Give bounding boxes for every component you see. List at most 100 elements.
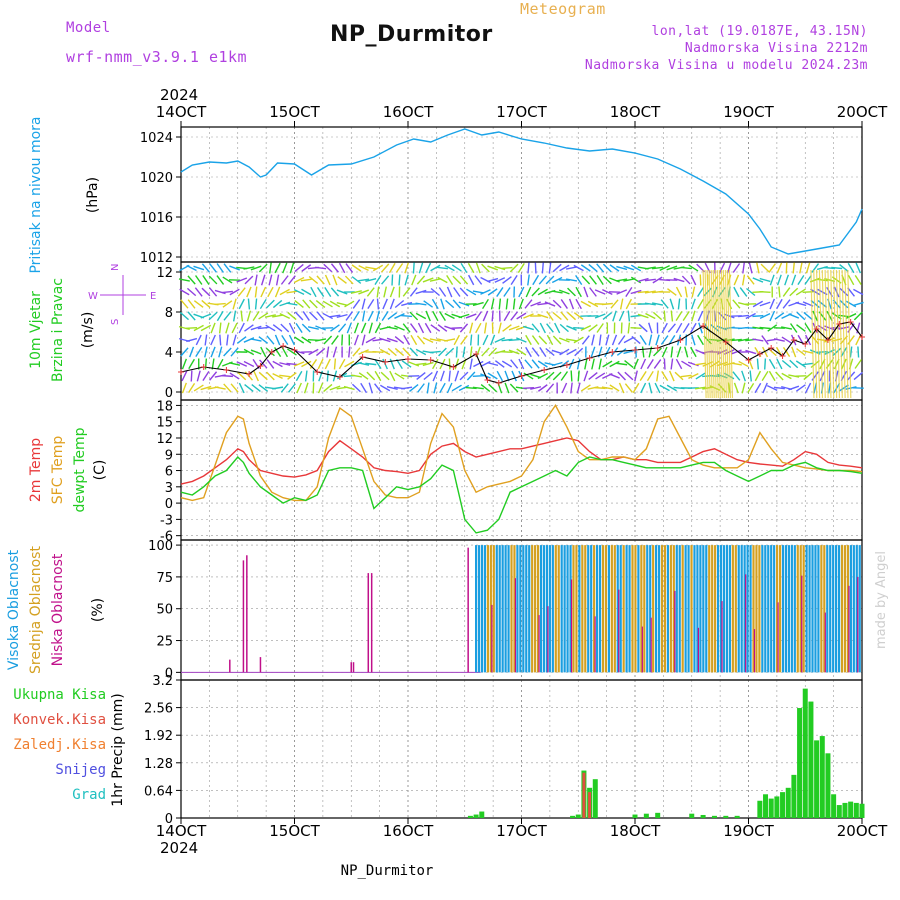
wind-arrow [552, 263, 562, 273]
wind-arrow [481, 347, 490, 357]
wind-arrow [187, 311, 196, 321]
wind-arrow [429, 338, 441, 342]
x-tick-label-top: 20OCT [837, 103, 888, 121]
wind-arrow [623, 278, 635, 282]
wind-arrow [773, 338, 785, 342]
station-title: NP_Durmitor [330, 22, 493, 47]
wind-arrow [274, 286, 281, 298]
wind-arrow [501, 266, 513, 270]
y-tick-label: 0.64 [144, 784, 173, 799]
compass-e: E [150, 291, 156, 302]
wind-arrow [752, 338, 764, 342]
wind-arrow [545, 371, 555, 381]
x-tick-label-top: 17OCT [496, 103, 547, 121]
wind-arrow [481, 298, 489, 310]
wind-arrow [288, 322, 296, 334]
wind-arrow [389, 298, 395, 310]
wind-arrow [195, 275, 203, 285]
precip-bar [831, 794, 837, 818]
wind-arrow [365, 362, 377, 366]
wind-arrow [716, 269, 721, 399]
wind-arrow [274, 347, 282, 357]
wind-arrow [422, 337, 434, 343]
cloud-unit: (%) [90, 598, 106, 622]
wind-arrow [336, 302, 348, 306]
wind-arrow [274, 262, 281, 274]
wind-arrow [496, 370, 504, 382]
wind-arrow [648, 334, 653, 346]
wind-arrow [301, 288, 312, 296]
wind-arrow [409, 323, 418, 333]
wind-arrow [194, 287, 203, 297]
wind-arrow [436, 266, 449, 270]
wind-arrow [710, 269, 715, 399]
wind-arrow [551, 349, 563, 355]
wind-arrow [272, 360, 283, 368]
wind-arrow [204, 346, 208, 358]
wind-gust-marker [257, 363, 264, 369]
wind-arrow [410, 334, 418, 346]
wind-arrow [303, 382, 309, 394]
wind-arrow [181, 370, 188, 382]
wind-arrow [296, 382, 302, 394]
wind-arrow [375, 310, 380, 322]
wind-arrow [676, 346, 682, 358]
year-label-top: 2024 [160, 86, 198, 104]
precip-bar [808, 701, 814, 818]
x-tick-label-bottom: 18OCT [610, 822, 661, 840]
wind-arrow [389, 370, 396, 382]
wind-arrow [732, 263, 741, 273]
wind-arrow [417, 322, 425, 334]
wind-arrow [546, 334, 554, 346]
wind-arrow [795, 301, 807, 307]
wind-arrow [552, 299, 562, 309]
wind-arrow [733, 274, 740, 286]
wind-arrow [415, 348, 427, 356]
wind-arrow [575, 286, 582, 298]
wind-gust-marker [677, 337, 684, 343]
wind-arrow [475, 322, 482, 334]
wind-arrow [847, 262, 855, 274]
wind-arrow [573, 264, 584, 272]
x-tick-label-bottom: 20OCT [837, 822, 888, 840]
wind-arrow [180, 299, 189, 309]
wind-arrows [178, 262, 864, 399]
wind-arrow [847, 335, 855, 345]
wind-arrow [690, 346, 697, 358]
wind-arrow [496, 287, 504, 297]
wind-arrow [380, 263, 390, 273]
wind-arrow [453, 287, 461, 297]
wind-arrow [232, 310, 237, 322]
wind-arrow [748, 262, 753, 274]
wind-arrow [272, 324, 283, 332]
wind-arrow [720, 269, 725, 399]
model-label: Model [66, 20, 111, 36]
wind-arrow [444, 264, 455, 272]
wind-arrow [544, 301, 556, 307]
wind-arrow [307, 326, 319, 330]
wind-arrow [637, 290, 649, 294]
wind-arrow [616, 289, 628, 295]
wind-arrow [634, 370, 638, 382]
wind-arrow [645, 312, 656, 320]
wind-arrow [659, 384, 670, 392]
wind-arrow [767, 347, 777, 357]
wind-arrow [368, 322, 373, 334]
temp-line-1 [180, 404, 863, 502]
wind-arrow [537, 384, 548, 392]
wind-gust-marker [756, 351, 763, 357]
wind-arrow [546, 311, 554, 321]
wind-arrow [187, 299, 196, 309]
wind-arrow [681, 275, 691, 285]
wind-arrow [379, 348, 391, 356]
wind-arrow [431, 298, 439, 310]
wind-arrow [444, 312, 455, 320]
wind-arrow [732, 371, 741, 381]
x-tick-label-bottom: 16OCT [383, 822, 434, 840]
wind-arrow [574, 347, 584, 357]
wind-arrow [432, 310, 439, 322]
wind-arrow [181, 382, 187, 394]
wind-arrow [644, 278, 656, 282]
wind-arrow [344, 300, 355, 308]
wind-arrow [524, 359, 533, 369]
